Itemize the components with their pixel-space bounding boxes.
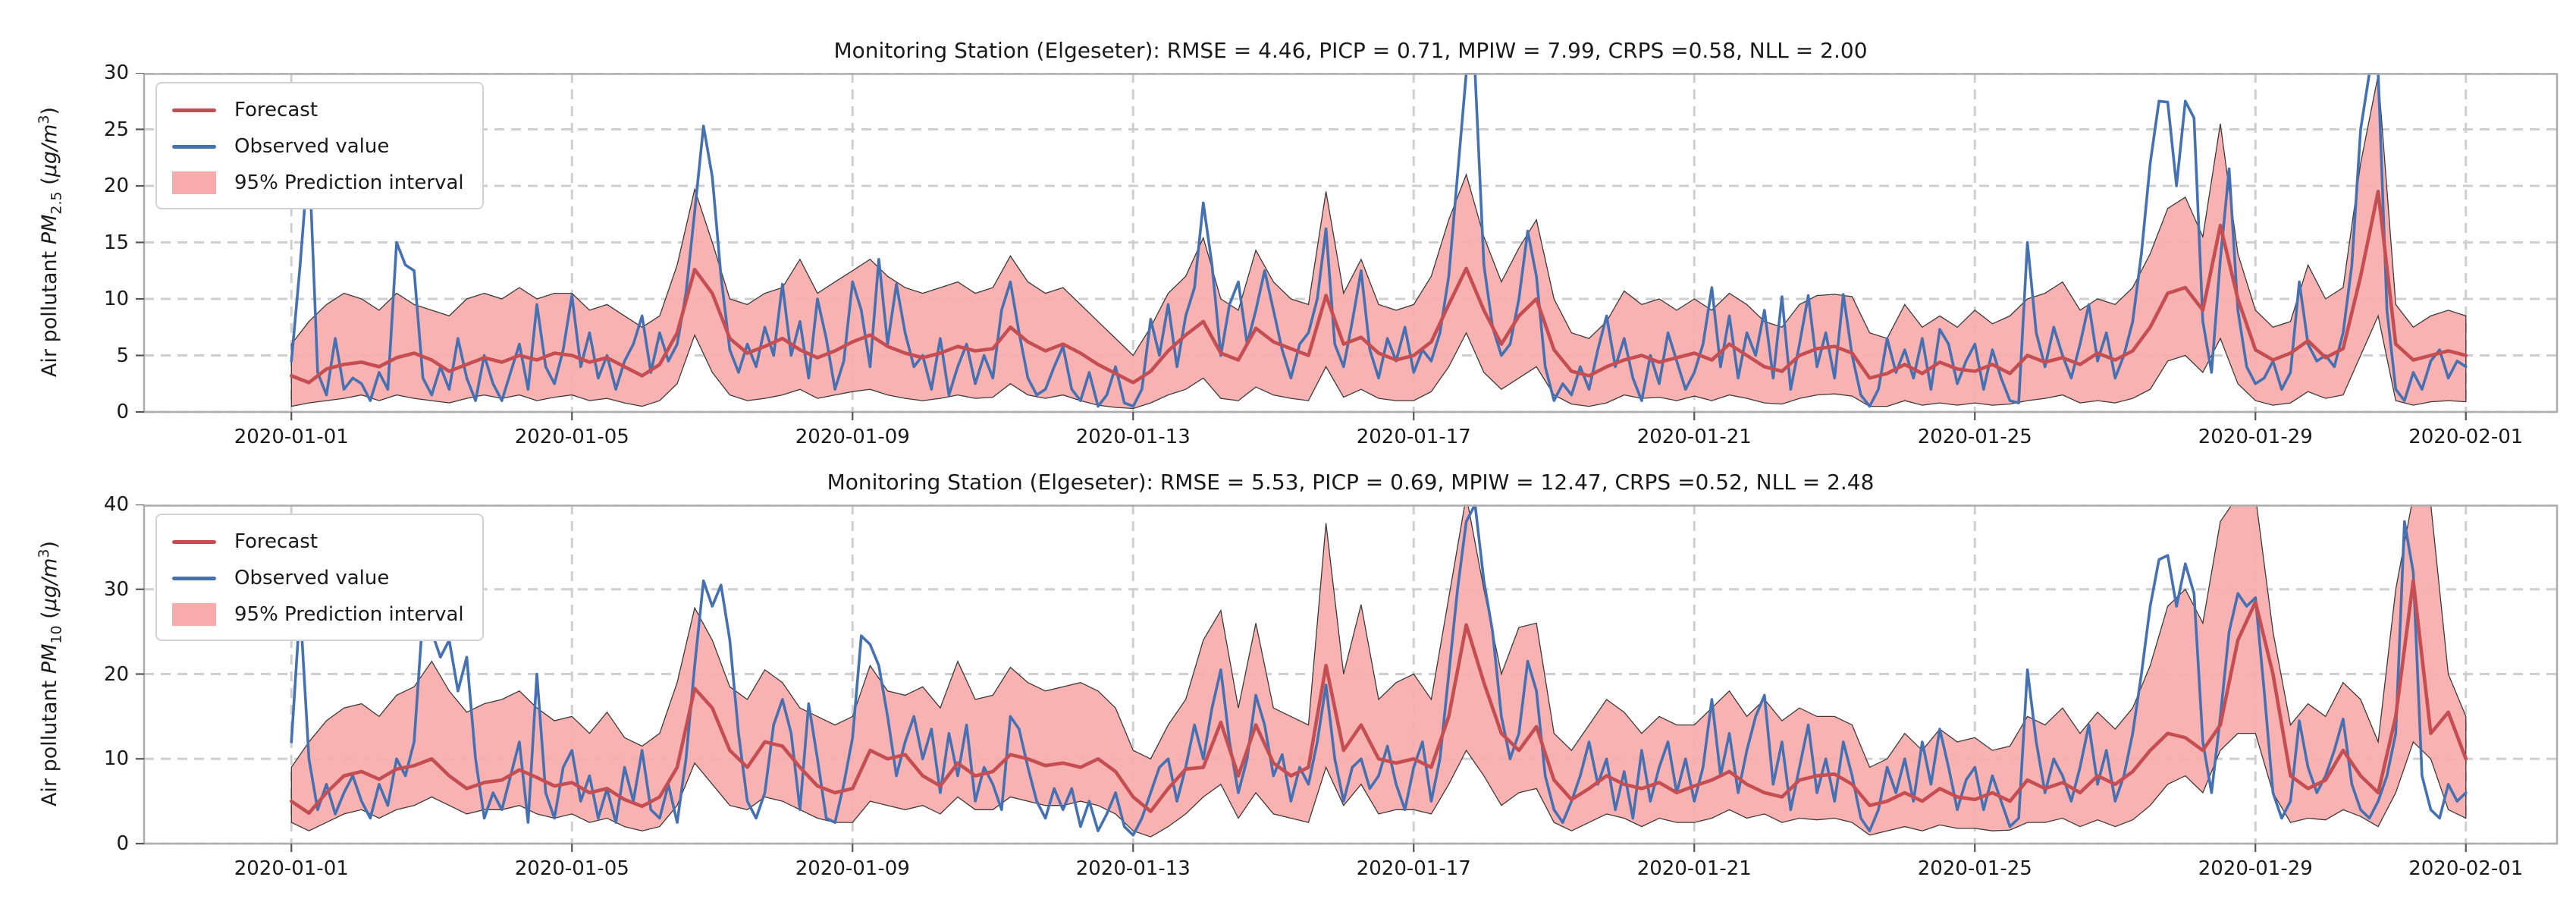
x-tick-label: 2020-01-05 xyxy=(514,857,629,880)
legend-item: 95% Prediction interval xyxy=(172,600,464,629)
legend-label: 95% Prediction interval xyxy=(234,603,464,626)
forecast-line-swatch xyxy=(172,108,216,112)
y-tick-label: 0 xyxy=(116,401,129,423)
legend-label: Observed value xyxy=(234,135,390,158)
x-tick-label: 2020-01-25 xyxy=(1917,426,2032,448)
x-tick-label: 2020-01-17 xyxy=(1356,426,1471,448)
series-group xyxy=(289,505,2468,838)
forecast-line xyxy=(289,579,2468,816)
forecast-line xyxy=(289,190,2468,385)
observed-line-swatch xyxy=(172,144,216,149)
legend-item: Observed value xyxy=(172,132,464,161)
prediction-interval-swatch xyxy=(172,171,216,194)
chart-pm10 xyxy=(136,505,2559,852)
x-tick-label: 2020-01-05 xyxy=(514,426,629,448)
x-tick-label: 2020-01-21 xyxy=(1636,857,1752,880)
x-tick-label: 2020-01-29 xyxy=(2198,426,2313,448)
series-group xyxy=(289,73,2468,410)
x-tick-label: 2020-01-17 xyxy=(1356,857,1471,880)
observed-line-swatch xyxy=(172,576,216,580)
y-tick-label: 15 xyxy=(103,231,129,254)
y-tick-label: 30 xyxy=(103,61,129,84)
x-tick-label: 2020-02-01 xyxy=(2408,857,2524,880)
y-tick-label: 10 xyxy=(103,288,129,310)
legend-item: Observed value xyxy=(172,564,464,593)
x-tick-label: 2020-01-25 xyxy=(1917,857,2032,880)
x-tick-label: 2020-01-09 xyxy=(795,426,910,448)
legend-label: 95% Prediction interval xyxy=(234,171,464,194)
x-tick-label: 2020-01-09 xyxy=(795,857,910,880)
x-tick-label: 2020-01-01 xyxy=(234,857,349,880)
observed-line xyxy=(290,73,2468,408)
observed-line xyxy=(290,505,2468,837)
y-tick-label: 40 xyxy=(103,493,129,516)
legend-label: Observed value xyxy=(234,567,390,589)
prediction-interval-band xyxy=(290,505,2467,838)
chart-title-pm25: Monitoring Station (Elgeseter): RMSE = 4… xyxy=(833,38,1868,63)
legend-label: Forecast xyxy=(234,530,318,553)
y-tick-label: 20 xyxy=(103,662,129,686)
y-tick-label: 30 xyxy=(103,577,129,601)
prediction-interval-band xyxy=(290,74,2467,410)
y-tick-label: 10 xyxy=(103,747,129,771)
legend-item: Forecast xyxy=(172,96,464,124)
legend-pm10: Forecast Observed value 95% Prediction int… xyxy=(155,514,484,641)
legend-label: Forecast xyxy=(234,99,318,121)
y-tick-label: 5 xyxy=(116,344,129,367)
y-tick-label: 25 xyxy=(103,118,129,141)
prediction-interval-swatch xyxy=(172,603,216,626)
x-tick-label: 2020-02-01 xyxy=(2408,426,2524,448)
x-tick-label: 2020-01-29 xyxy=(2198,857,2313,880)
y-tick-label: 0 xyxy=(116,832,129,855)
x-tick-label: 2020-01-21 xyxy=(1636,426,1752,448)
y-tick-label: 20 xyxy=(103,174,129,197)
legend-item: 95% Prediction interval xyxy=(172,168,464,197)
chart-title-pm10: Monitoring Station (Elgeseter): RMSE = 5… xyxy=(827,470,1875,495)
x-tick-label: 2020-01-01 xyxy=(234,426,349,448)
forecast-line-swatch xyxy=(172,539,216,544)
legend-pm25: Forecast Observed value 95% Prediction int… xyxy=(155,82,484,209)
x-tick-label: 2020-01-13 xyxy=(1075,857,1191,880)
chart-pm25 xyxy=(136,73,2559,420)
legend-item: Forecast xyxy=(172,527,464,556)
x-tick-label: 2020-01-13 xyxy=(1075,426,1191,448)
